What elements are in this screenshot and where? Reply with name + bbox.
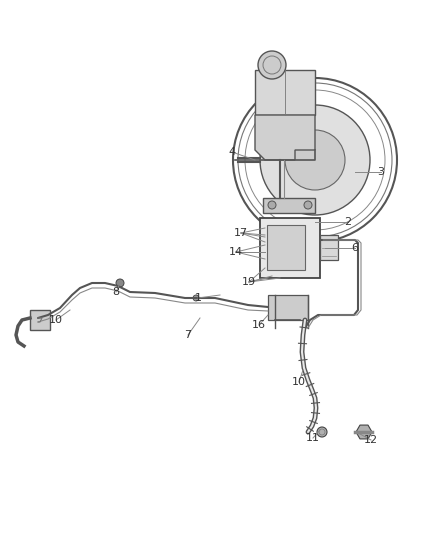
Text: 16: 16: [252, 320, 266, 330]
Text: 19: 19: [242, 277, 256, 287]
Text: 14: 14: [229, 247, 243, 257]
Polygon shape: [320, 235, 338, 260]
Circle shape: [317, 427, 327, 437]
Text: 3: 3: [378, 167, 385, 177]
Text: 10: 10: [49, 315, 63, 325]
Polygon shape: [260, 218, 320, 278]
Circle shape: [304, 201, 312, 209]
Text: 12: 12: [364, 435, 378, 445]
Text: 11: 11: [306, 433, 320, 443]
Polygon shape: [255, 115, 315, 160]
Polygon shape: [268, 295, 308, 320]
Text: 6: 6: [352, 243, 358, 253]
Text: 7: 7: [184, 330, 191, 340]
Circle shape: [260, 105, 370, 215]
Circle shape: [258, 51, 286, 79]
Text: 10: 10: [292, 377, 306, 387]
Text: 4: 4: [229, 147, 236, 157]
Bar: [255, 70, 315, 115]
Text: 17: 17: [234, 228, 248, 238]
Text: 8: 8: [113, 287, 120, 297]
Polygon shape: [263, 198, 315, 213]
Polygon shape: [356, 425, 372, 439]
Polygon shape: [30, 310, 50, 330]
Circle shape: [285, 130, 345, 190]
Text: 2: 2: [344, 217, 352, 227]
Circle shape: [268, 201, 276, 209]
Polygon shape: [267, 225, 305, 270]
Circle shape: [116, 279, 124, 287]
Text: 1: 1: [194, 293, 201, 303]
Circle shape: [193, 295, 199, 301]
